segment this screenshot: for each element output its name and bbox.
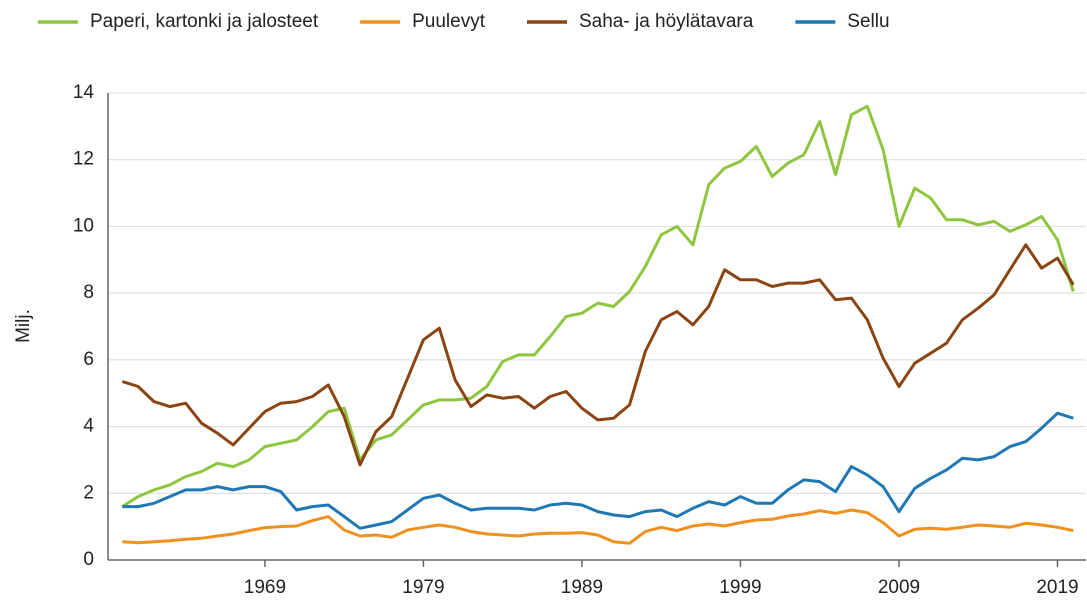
line-series bbox=[121, 104, 1075, 508]
x-tick-label: 1999 bbox=[719, 577, 761, 598]
legend-label: Paperi, kartonki ja jalosteet bbox=[90, 11, 319, 32]
y-tick-label: 10 bbox=[73, 215, 94, 236]
x-tick-label: 1969 bbox=[244, 577, 286, 598]
y-tick-label: 0 bbox=[83, 549, 94, 570]
legend-label: Puulevyt bbox=[412, 11, 486, 32]
line-series bbox=[122, 508, 1074, 545]
y-tick-label: 4 bbox=[83, 416, 94, 437]
x-tick-label: 1979 bbox=[402, 577, 444, 598]
y-axis-label: Milj. bbox=[13, 309, 34, 343]
legend-label: Saha- ja höylätavara bbox=[579, 11, 754, 32]
y-tick-label: 8 bbox=[83, 282, 94, 303]
line-series bbox=[121, 243, 1075, 467]
y-tick-label: 12 bbox=[73, 149, 94, 170]
y-tick-label: 2 bbox=[83, 482, 94, 503]
x-tick-label: 1989 bbox=[561, 577, 603, 598]
line-series bbox=[122, 411, 1074, 530]
y-tick-label: 14 bbox=[73, 82, 95, 103]
x-tick-label: 2019 bbox=[1036, 577, 1078, 598]
x-tick-label: 2009 bbox=[878, 577, 920, 598]
legend-label: Sellu bbox=[847, 11, 889, 32]
y-tick-label: 6 bbox=[83, 349, 94, 370]
